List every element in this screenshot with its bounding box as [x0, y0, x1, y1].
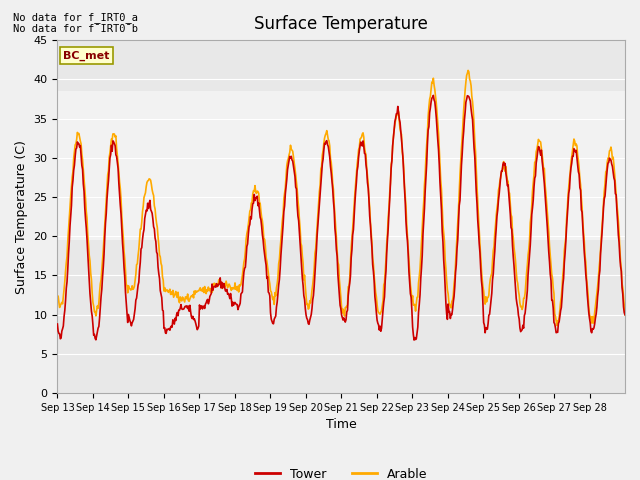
Tower [120, 264, 128, 270]
Legend: Tower, Arable: Tower, Arable [250, 463, 432, 480]
Arable [120, 248, 128, 253]
Tower [429, 93, 437, 98]
Tower [400, 172, 408, 178]
Tower [54, 321, 61, 327]
X-axis label: Time: Time [326, 419, 356, 432]
Text: BC_met: BC_met [63, 51, 109, 61]
Arable [54, 294, 61, 300]
Arable [253, 191, 260, 196]
Tower [410, 337, 418, 343]
Arable [464, 68, 472, 73]
Text: No data for f_IRT0_a: No data for f_IRT0_a [13, 12, 138, 23]
Arable [621, 312, 629, 318]
Tower [621, 312, 629, 318]
Arable [274, 275, 282, 280]
Bar [58, 91, 625, 240]
Line: Arable: Arable [58, 71, 625, 325]
Tower [225, 290, 232, 296]
Tower [274, 290, 282, 296]
Arable [432, 94, 440, 100]
Arable [400, 165, 408, 171]
Tower [253, 195, 260, 201]
Text: No data for f¯IRT0¯b: No data for f¯IRT0¯b [13, 24, 138, 34]
Arable [553, 323, 561, 328]
Title: Surface Temperature: Surface Temperature [254, 15, 428, 33]
Arable [225, 283, 232, 288]
Y-axis label: Surface Temperature (C): Surface Temperature (C) [15, 140, 28, 294]
Tower [433, 126, 441, 132]
Line: Tower: Tower [58, 96, 625, 340]
